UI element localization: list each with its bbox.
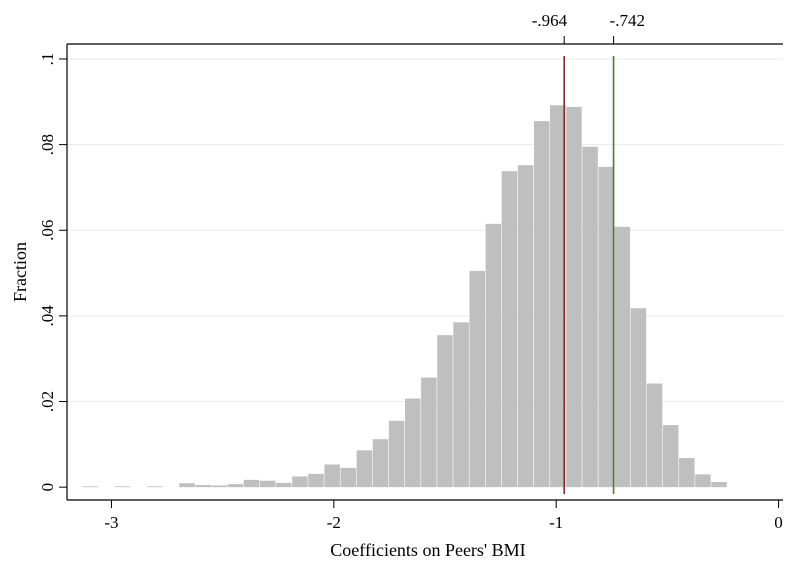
- histogram-bar: [614, 226, 631, 488]
- histogram-bar: [195, 485, 211, 488]
- reference-label: -.742: [610, 11, 645, 30]
- histogram-bar: [82, 486, 99, 488]
- histogram-bar: [566, 106, 582, 488]
- histogram-bar: [550, 105, 566, 488]
- histogram-bar: [211, 485, 228, 488]
- histogram-bar: [630, 308, 647, 488]
- x-tick-label: -1: [549, 513, 563, 532]
- histogram-bar: [308, 473, 324, 488]
- x-tick-label: -2: [327, 513, 341, 532]
- histogram-bar: [662, 425, 679, 488]
- y-axis-title: Fraction: [10, 242, 30, 302]
- histogram-bars: [82, 105, 727, 488]
- histogram-bar: [147, 486, 163, 488]
- x-axis-title: Coefficients on Peers' BMI: [330, 540, 525, 560]
- histogram-bar: [388, 420, 405, 488]
- histogram-bar: [179, 483, 195, 488]
- y-tick-label: .08: [38, 134, 57, 155]
- histogram-bar: [582, 146, 598, 488]
- histogram-bar: [292, 476, 308, 488]
- histogram-bar: [227, 484, 244, 488]
- histogram-bar: [598, 166, 614, 488]
- reference-labels: -.964 -.742: [532, 11, 645, 30]
- histogram-bar: [711, 482, 727, 488]
- histogram-bar: [695, 474, 711, 488]
- histogram-bar: [276, 482, 292, 488]
- y-tick-label: .1: [38, 53, 57, 66]
- x-tick-label: -3: [104, 513, 118, 532]
- histogram-bar: [437, 335, 453, 488]
- histogram-bar: [533, 121, 550, 488]
- histogram-bar: [114, 486, 131, 488]
- histogram-bar: [421, 377, 437, 488]
- histogram-bar: [501, 171, 518, 488]
- histogram-bar: [404, 398, 421, 488]
- histogram-bar: [679, 458, 695, 488]
- reference-label: -.964: [532, 11, 568, 30]
- reference-lines: -.964 -.742: [532, 11, 645, 494]
- histogram-bar: [646, 383, 663, 488]
- y-tick-label: 0: [38, 483, 57, 492]
- histogram-bar: [340, 467, 357, 488]
- y-tick-label: .02: [38, 391, 57, 412]
- histogram-bar: [517, 165, 534, 488]
- x-tick-label: 0: [774, 513, 783, 532]
- histogram-bar: [259, 480, 276, 488]
- histogram-bar: [469, 270, 485, 488]
- y-tick-label: .04: [38, 305, 57, 327]
- histogram-bar: [324, 464, 340, 488]
- histogram-bar: [356, 450, 373, 488]
- histogram-bar: [453, 322, 469, 488]
- y-tick-label: .06: [38, 220, 57, 241]
- histogram-bar: [243, 479, 260, 488]
- histogram-bar: [485, 223, 502, 488]
- gridlines: [67, 58, 783, 403]
- axes: -3 -2 -1 0 0 .02 .04 .06 .08 .1: [38, 43, 783, 532]
- histogram-bar: [372, 439, 389, 488]
